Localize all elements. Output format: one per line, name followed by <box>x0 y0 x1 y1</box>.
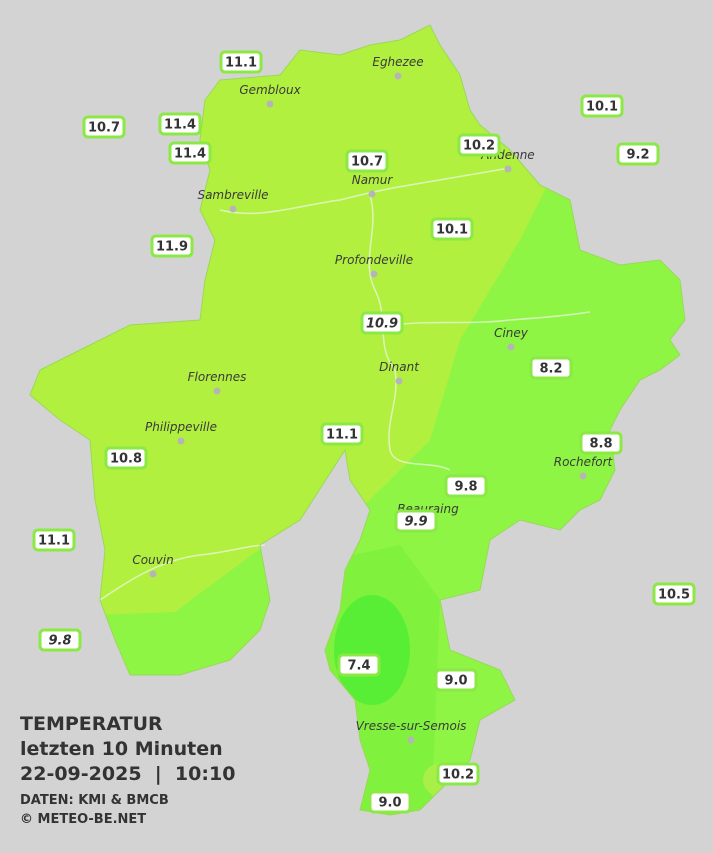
station-value: 10.8 <box>110 452 142 467</box>
legend-copyright: © METEO-BE.NET <box>20 812 146 827</box>
station-value: 11.4 <box>174 147 206 162</box>
city-dot <box>266 100 274 108</box>
station-value: 9.0 <box>378 796 401 811</box>
station-box <box>158 112 202 136</box>
station-box <box>104 446 148 470</box>
city-dot <box>407 736 415 744</box>
station-value: 10.1 <box>436 223 468 238</box>
station-value: 10.7 <box>351 155 383 170</box>
city-dot <box>213 387 221 395</box>
station-box <box>436 762 480 786</box>
station-box <box>337 653 381 677</box>
city-name: Rochefort <box>554 455 614 469</box>
city-name: Vresse-sur-Semois <box>356 719 467 733</box>
station-box <box>82 115 126 139</box>
station-box <box>457 133 501 157</box>
city-dot <box>504 165 512 173</box>
city-name: Ciney <box>494 326 529 340</box>
station-value: 9.9 <box>404 515 427 530</box>
city-dot <box>229 205 237 213</box>
station-value: 10.9 <box>366 317 398 332</box>
station-box <box>360 311 404 335</box>
station-value: 8.2 <box>539 362 562 377</box>
station-value: 9.8 <box>48 634 71 649</box>
station-value: 10.1 <box>586 100 618 115</box>
station-box <box>38 628 82 652</box>
city-name: Florennes <box>188 370 247 384</box>
station-value: 11.9 <box>156 240 188 255</box>
station-value: 7.4 <box>347 659 370 674</box>
station-value: 9.0 <box>444 674 467 689</box>
city-dot <box>177 437 185 445</box>
city-dot <box>395 377 403 385</box>
legend-title: TEMPERATUR <box>20 713 163 735</box>
station-box <box>529 356 573 380</box>
city-dot <box>368 190 376 198</box>
station-value: 8.8 <box>589 437 612 452</box>
station-box <box>616 142 660 166</box>
city-dot <box>507 343 515 351</box>
station-box <box>580 94 624 118</box>
station-value: 11.1 <box>225 56 257 71</box>
city-name: Sambreville <box>197 188 268 202</box>
station-box <box>579 431 623 455</box>
station-box <box>32 528 76 552</box>
city-name: Eghezee <box>372 55 423 69</box>
station-value: 9.2 <box>626 148 649 163</box>
station-box <box>150 234 194 258</box>
station-box <box>444 474 488 498</box>
city-name: Profondeville <box>335 253 413 267</box>
station-value: 10.2 <box>442 768 474 783</box>
station-value: 10.5 <box>658 588 690 603</box>
station-box <box>434 668 478 692</box>
station-box <box>168 141 212 165</box>
station-box <box>430 217 474 241</box>
station-value: 10.2 <box>463 139 495 154</box>
city-dot <box>149 570 157 578</box>
city-dot <box>394 72 402 80</box>
station-box <box>320 422 364 446</box>
city-name: Philippeville <box>145 420 217 434</box>
city-name: Dinant <box>379 360 420 374</box>
rivers <box>99 167 591 601</box>
station-box <box>345 149 389 173</box>
city-name: Gembloux <box>239 83 301 97</box>
station-box <box>368 790 412 814</box>
station-box <box>219 50 263 74</box>
station-value: 10.7 <box>88 121 120 136</box>
city-dot <box>370 270 378 278</box>
legend-datetime: 22-09-2025 | 10:10 <box>20 763 235 785</box>
station-value: 9.8 <box>454 480 477 495</box>
legend-subtitle: letzten 10 Minuten <box>20 738 223 760</box>
station-value: 11.4 <box>164 118 196 133</box>
city-name: Couvin <box>132 553 173 567</box>
station-value: 11.1 <box>38 534 70 549</box>
station-value: 11.1 <box>326 428 358 443</box>
station-box <box>394 509 438 533</box>
station-box <box>652 582 696 606</box>
city-dot <box>579 472 587 480</box>
legend-source: DATEN: KMI & BMCB <box>20 793 169 808</box>
city-name: Namur <box>352 173 394 187</box>
